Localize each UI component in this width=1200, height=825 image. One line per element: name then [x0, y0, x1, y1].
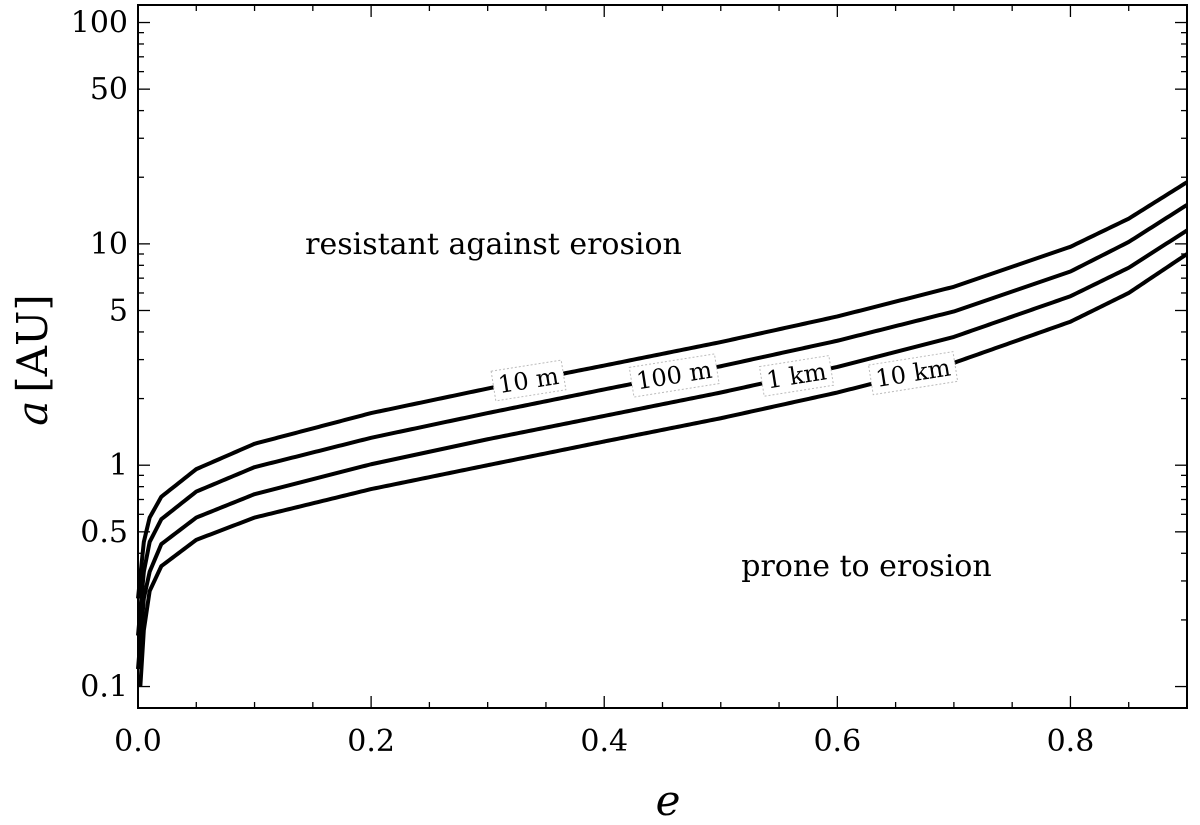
x-axis-label: e — [656, 776, 681, 825]
y-axis-label: a [AU] — [8, 294, 57, 426]
region-annotation: prone to erosion — [741, 549, 991, 584]
y-tick-label: 10 — [90, 227, 128, 262]
curve-label-group: 10 m — [490, 359, 567, 402]
x-tick-label: 0.0 — [114, 724, 162, 759]
y-tick-label: 50 — [90, 72, 128, 107]
y-axis-unit: [AU] — [8, 294, 57, 393]
curve-label: 10 m — [496, 362, 561, 399]
series-line-3 — [136, 228, 1189, 670]
y-axis-variable: a — [8, 401, 57, 426]
curve-label: 10 km — [874, 353, 953, 392]
curve-label: 1 km — [765, 357, 829, 394]
x-tick-label: 0.6 — [813, 724, 861, 759]
y-tick-label: 100 — [71, 6, 128, 41]
curve-label-group: 10 km — [867, 351, 959, 396]
y-tick-label: 0.1 — [80, 670, 128, 705]
y-tick-label: 5 — [109, 293, 128, 328]
plot-frame — [137, 4, 1188, 709]
plot-area — [137, 4, 1188, 709]
curve-label-group: 100 m — [628, 353, 720, 398]
x-tick-label: 0.2 — [347, 724, 395, 759]
series-line-2 — [136, 203, 1189, 636]
region-annotation: resistant against erosion — [305, 227, 682, 262]
curve-label: 100 m — [634, 356, 714, 396]
y-tick-label: 1 — [109, 448, 128, 483]
curve-label-box — [758, 355, 835, 397]
curve-label-group: 1 km — [758, 355, 835, 397]
curve-label-box — [867, 351, 959, 396]
x-tick-label: 0.4 — [580, 724, 628, 759]
series-line-4 — [138, 252, 1189, 687]
series-line-1 — [136, 180, 1189, 599]
annotations: resistant against erosion prone to erosio… — [305, 227, 992, 584]
y-tick-label: 0.5 — [80, 515, 128, 550]
axis-ticks: 0.0 0.2 0.4 0.6 0.8 0.1 0.5 1 5 10 50 100 — [71, 5, 1188, 759]
curve-label-box — [490, 359, 567, 402]
curve-label-box — [628, 353, 720, 398]
x-tick-label: 0.8 — [1047, 724, 1095, 759]
